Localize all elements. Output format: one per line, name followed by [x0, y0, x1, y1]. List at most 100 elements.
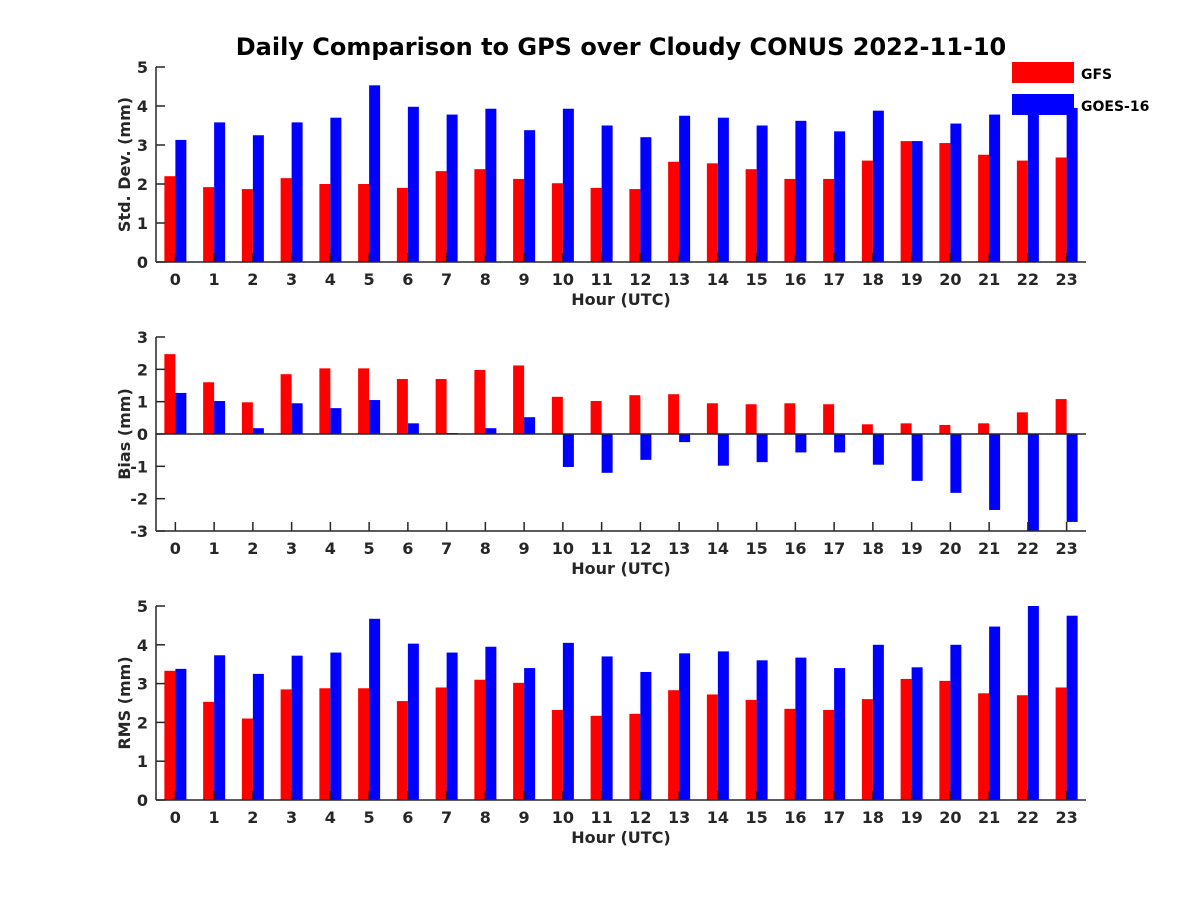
std-bar-gfs-4 — [319, 184, 331, 262]
std-ytick-label: 3 — [137, 136, 148, 155]
rms-bar-gfs-2 — [241, 718, 253, 800]
std-bar-gfs-10 — [551, 183, 563, 262]
rms-bar-goes16-12 — [640, 671, 652, 800]
std-bar-gfs-7 — [435, 171, 447, 262]
bias-xtick-label: 20 — [939, 539, 961, 558]
bias-bar-goes16-13 — [679, 434, 691, 443]
std-xtick-label: 13 — [668, 270, 690, 289]
bias-xtick-label: 11 — [590, 539, 612, 558]
rms-bar-gfs-18 — [861, 699, 873, 800]
bias-ytick-label: -1 — [130, 457, 148, 476]
bias-bar-gfs-4 — [319, 368, 331, 434]
bias-xtick-label: 3 — [286, 539, 297, 558]
std-bar-gfs-0 — [164, 176, 176, 262]
bias-xtick-label: 22 — [1017, 539, 1039, 558]
bias-bar-gfs-8 — [474, 369, 486, 434]
rms-ytick-label: 1 — [137, 752, 148, 771]
bias-bar-goes16-19 — [911, 434, 923, 481]
rms-xtick-label: 19 — [900, 808, 922, 827]
std-bar-goes16-19 — [911, 141, 923, 262]
std-bar-goes16-7 — [446, 114, 458, 262]
rms-xtick-label: 4 — [325, 808, 336, 827]
bias-bar-gfs-22 — [1016, 412, 1028, 434]
bias-bar-gfs-9 — [513, 365, 525, 434]
std-xtick-label: 4 — [325, 270, 336, 289]
bias-bar-gfs-15 — [745, 404, 757, 434]
legend-swatch-goes16 — [1012, 94, 1074, 115]
bias-bar-goes16-12 — [640, 434, 652, 460]
bias-xtick-label: 16 — [784, 539, 806, 558]
bias-xtick-label: 18 — [862, 539, 884, 558]
std-bar-gfs-5 — [358, 184, 370, 262]
rms-y-axis-label: RMS (mm) — [115, 656, 134, 749]
bias-bar-goes16-0 — [175, 392, 187, 434]
rms-xtick-label: 14 — [707, 808, 729, 827]
std-bar-goes16-9 — [524, 130, 536, 262]
std-bar-goes16-1 — [214, 122, 226, 262]
rms-bar-gfs-7 — [435, 687, 447, 800]
std-y-axis-label: Std. Dev. (mm) — [115, 97, 134, 232]
std-xtick-label: 8 — [480, 270, 491, 289]
bias-ytick-label: 1 — [137, 393, 148, 412]
std-bar-gfs-11 — [590, 187, 602, 262]
rms-bar-gfs-4 — [319, 688, 331, 800]
legend-swatch-gfs — [1012, 62, 1074, 83]
std-x-axis-label: Hour (UTC) — [571, 290, 671, 309]
rms-bar-gfs-23 — [1055, 687, 1067, 800]
rms-bar-gfs-6 — [396, 701, 408, 800]
bias-bar-goes16-5 — [369, 400, 381, 434]
bias-x-axis-label: Hour (UTC) — [571, 559, 671, 578]
rms-bar-goes16-21 — [989, 626, 1001, 800]
rms-bar-gfs-16 — [784, 708, 796, 800]
rms-xtick-label: 16 — [784, 808, 806, 827]
bias-ytick-label: 0 — [137, 425, 148, 444]
std-bar-gfs-20 — [939, 143, 951, 262]
bias-bar-goes16-11 — [601, 434, 613, 473]
rms-xtick-label: 0 — [170, 808, 181, 827]
rms-bar-gfs-0 — [164, 670, 176, 800]
bias-xtick-label: 8 — [480, 539, 491, 558]
rms-bar-gfs-10 — [551, 709, 563, 800]
rms-bar-goes16-7 — [446, 652, 458, 800]
bias-bar-goes16-8 — [485, 428, 497, 434]
legend-label-goes16: GOES-16 — [1081, 99, 1149, 115]
rms-bar-gfs-17 — [823, 709, 835, 800]
std-bar-goes16-20 — [950, 123, 962, 262]
std-bar-goes16-18 — [872, 110, 884, 263]
bias-xtick-label: 9 — [519, 539, 530, 558]
rms-bar-goes16-20 — [950, 644, 962, 800]
rms-bar-gfs-5 — [358, 688, 370, 800]
std-xtick-label: 5 — [364, 270, 375, 289]
rms-ytick-label: 2 — [137, 713, 148, 732]
std-xtick-label: 12 — [629, 270, 651, 289]
bias-bar-goes16-15 — [756, 434, 768, 463]
bias-bar-gfs-18 — [861, 424, 873, 434]
bias-series-gfs — [164, 354, 1067, 434]
std-bar-gfs-1 — [203, 187, 215, 262]
rms-bar-goes16-17 — [834, 668, 846, 800]
rms-bar-gfs-1 — [203, 701, 215, 800]
std-bar-goes16-5 — [369, 85, 381, 262]
std-xtick-label: 7 — [441, 270, 452, 289]
std-bar-goes16-14 — [717, 117, 729, 262]
bias-bar-gfs-21 — [978, 423, 990, 434]
rms-xtick-label: 12 — [629, 808, 651, 827]
rms-bar-goes16-16 — [795, 657, 807, 800]
bias-bar-goes16-6 — [407, 423, 419, 434]
std-bar-gfs-15 — [745, 169, 757, 262]
bias-bar-goes16-22 — [1027, 434, 1039, 531]
bias-y-axis-label: Bias (mm) — [115, 388, 134, 480]
bias-xtick-label: 19 — [900, 539, 922, 558]
bias-bar-gfs-19 — [900, 423, 912, 434]
bias-bar-gfs-20 — [939, 424, 951, 434]
std-bar-goes16-22 — [1027, 100, 1039, 263]
bias-xtick-label: 23 — [1055, 539, 1077, 558]
std-bar-goes16-8 — [485, 108, 497, 262]
bias-bar-gfs-17 — [823, 404, 835, 434]
std-ytick-label: 0 — [137, 253, 148, 272]
rms-xtick-label: 8 — [480, 808, 491, 827]
bias-bar-gfs-12 — [629, 395, 641, 434]
std-bar-goes16-16 — [795, 120, 807, 262]
rms-bar-gfs-9 — [513, 682, 525, 800]
